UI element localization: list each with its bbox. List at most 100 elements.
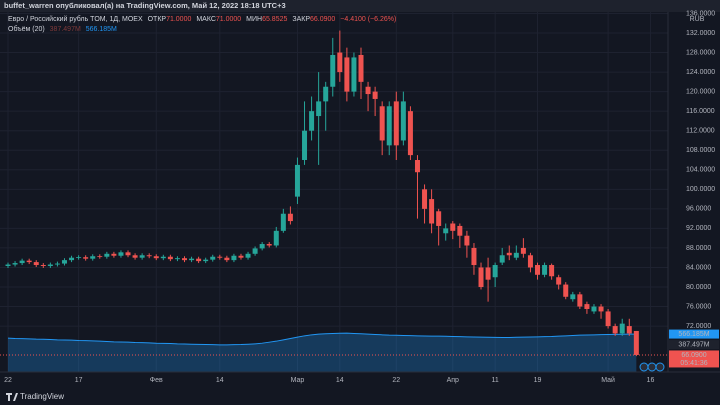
low-value: 65.8525 — [262, 16, 287, 23]
y-tick-label: 116.0000 — [686, 108, 715, 115]
candle-body — [563, 284, 569, 297]
candle-body — [450, 223, 456, 231]
volume-title: Объём (20) — [8, 25, 45, 33]
candle-body — [287, 213, 293, 222]
price-tag-label: 66.0900 — [681, 352, 706, 359]
candle-body — [54, 263, 60, 265]
candle-body — [118, 252, 124, 256]
volume-ma-line — [7, 332, 637, 346]
header-bar — [0, 0, 720, 12]
x-tick-label: 19 — [534, 377, 542, 384]
grid — [0, 12, 668, 372]
candle-body — [386, 106, 392, 146]
y-tick-label: 128.0000 — [686, 49, 715, 56]
candle-body — [549, 265, 555, 277]
legend: Евро / Российский рубль TOM, 1Д, MOEX ОТ… — [8, 15, 396, 23]
y-tick-label: 104.0000 — [686, 167, 715, 174]
y-tick-label: 132.0000 — [686, 30, 715, 37]
y-tick-label: 136.0000 — [686, 10, 715, 17]
candle-body — [125, 252, 131, 256]
candle-body — [90, 256, 96, 259]
x-tick-label: 14 — [216, 377, 224, 384]
x-tick-label: 16 — [647, 377, 655, 384]
candle-body — [61, 260, 67, 264]
price-tag — [669, 350, 719, 368]
candle-body — [344, 57, 350, 92]
candle-body — [47, 264, 53, 267]
candle-body — [619, 323, 625, 334]
candle-body — [598, 306, 604, 312]
candle-body — [372, 91, 378, 99]
x-tick-label: Май — [601, 376, 615, 384]
candles — [0, 30, 668, 357]
candle-body — [506, 252, 512, 256]
volume-legend: Объём (20) 387.497M 566.185M — [8, 25, 117, 33]
candle-body — [104, 253, 110, 257]
candle-body — [224, 257, 230, 261]
candle-body — [527, 255, 533, 268]
candle-body — [309, 111, 315, 131]
candle-body — [238, 255, 244, 258]
y-tick-label: 120.0000 — [686, 88, 715, 95]
control[interactable] — [647, 362, 657, 372]
volume-tag — [669, 340, 719, 350]
volume-pane — [7, 332, 637, 372]
volume-value: 387.497M — [50, 26, 81, 33]
logo — [6, 393, 18, 401]
candle-body — [252, 248, 258, 254]
x-tick-label: Мар — [291, 377, 305, 384]
volume-tag-label: 387.497M — [678, 341, 709, 348]
high-value: 71.0000 — [216, 16, 241, 23]
candle-body — [542, 265, 548, 275]
candle-body — [132, 255, 138, 258]
candle-body — [379, 106, 385, 141]
candle-body — [69, 257, 75, 261]
x-tick-label: Апр — [447, 377, 459, 384]
candle-body — [40, 265, 46, 267]
close-label: ЗАКР — [292, 16, 310, 23]
candle-body — [139, 255, 145, 258]
candle-body — [337, 52, 343, 73]
candle-body — [429, 199, 435, 224]
candle-body — [591, 306, 597, 312]
y-tick-label: 112.0000 — [686, 128, 715, 135]
candle-body — [280, 213, 286, 231]
candle-body — [97, 256, 103, 258]
y-tick-label: 80.0000 — [686, 284, 711, 291]
candle-body — [76, 257, 82, 259]
candle-body — [273, 230, 279, 246]
candle-body — [492, 265, 498, 278]
candle-body — [351, 57, 357, 92]
x-tick-label: Фев — [150, 377, 163, 384]
candle-body — [535, 265, 540, 275]
control[interactable] — [655, 362, 665, 372]
candle-body — [414, 160, 420, 173]
volume-ma-tag-label: 566.185M — [678, 331, 709, 338]
candle-body — [259, 244, 265, 249]
candle-body — [577, 294, 583, 307]
candle-body — [83, 257, 89, 259]
candle-body — [478, 267, 484, 288]
control[interactable] — [639, 362, 649, 372]
candle-body — [436, 211, 442, 226]
chart-controls[interactable] — [639, 362, 665, 372]
candle-body — [203, 259, 209, 262]
open-value: 71.0000 — [166, 16, 191, 23]
candle-body — [12, 263, 18, 265]
candle-body — [443, 228, 449, 234]
candle-body — [245, 253, 251, 258]
candle-body — [26, 260, 32, 263]
candle-body — [189, 258, 195, 261]
candle-body — [633, 330, 639, 355]
candle-body — [146, 255, 152, 257]
y-tick-label: 108.0000 — [686, 147, 715, 154]
footer-bar — [0, 388, 720, 405]
x-tick-label: 22 — [4, 377, 12, 384]
candle-body — [520, 247, 526, 254]
low-label: МИН — [246, 16, 262, 23]
candle-body — [570, 294, 576, 300]
candle-body — [422, 189, 428, 209]
candle-body — [5, 264, 11, 267]
